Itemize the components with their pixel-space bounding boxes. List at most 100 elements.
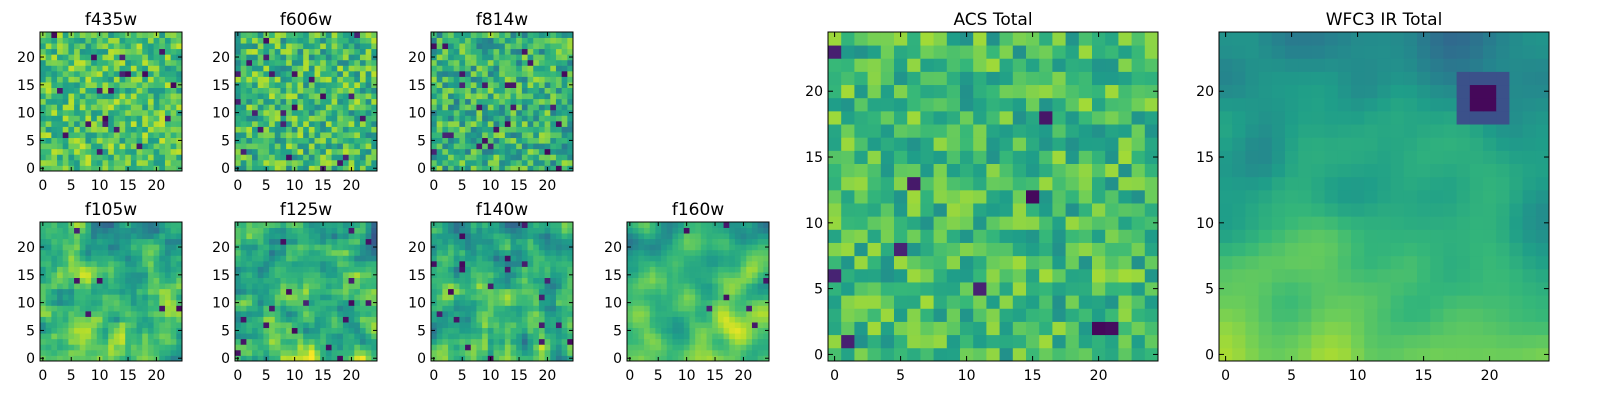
heatmap-cell [907,334,921,349]
heatmap-cell [527,115,534,122]
heatmap-cell [291,316,298,323]
heatmap-cell [561,277,568,284]
heatmap-cell [867,242,882,257]
heatmap-cell [561,48,568,55]
heatmap-cell [470,255,477,262]
heatmap-cell [263,316,270,323]
heatmap-cell [561,76,568,83]
heatmap-cell [867,295,882,309]
heatmap-cell [263,59,270,66]
heatmap-cell [147,299,154,306]
heatmap-cell [734,233,741,240]
heatmap-cell [40,233,47,240]
heatmap-cell [40,249,47,256]
heatmap-cell [62,316,69,323]
heatmap-cell [331,305,338,312]
heatmap-cell [147,255,154,262]
heatmap-cell [504,333,511,340]
heatmap-cell [465,137,472,144]
heatmap-cell [493,299,500,306]
heatmap-cell [119,222,126,228]
heatmap-cell [274,104,281,111]
heatmap-cell [147,82,154,88]
heatmap-cell [274,338,281,345]
heatmap-cell [348,70,355,77]
heatmap-cell [62,126,69,133]
heatmap-cell [516,59,523,66]
heatmap-cell [252,316,259,323]
heatmap-cell [555,316,563,323]
heatmap-cell [320,98,327,105]
heatmap-cell [102,344,109,351]
heatmap-cell [1118,347,1132,362]
heatmap-cell [567,87,574,94]
heatmap-cell [907,308,921,322]
heatmap-cell [291,98,298,105]
heatmap-cell [487,238,494,245]
heatmap-cell [91,93,98,100]
y-tick-label: 5 [417,133,426,149]
heatmap-cell [729,355,736,362]
heatmap-cell [314,148,321,155]
heatmap-cell [672,260,679,267]
heatmap-cell [159,338,166,345]
heatmap-cell [683,344,690,351]
heatmap-cell [746,227,753,234]
heatmap-cell [303,222,310,228]
heatmap-cell [359,115,367,122]
heatmap-cell [746,322,753,329]
heatmap-cell [252,355,259,362]
heatmap-cell [1092,347,1106,362]
heatmap-cell [442,355,449,362]
heatmap-cell [96,143,103,150]
heatmap-cell [1118,229,1132,243]
heatmap-cell [240,249,247,256]
heatmap-cell [269,294,276,301]
heatmap-cell [119,37,126,44]
heatmap-cell [470,120,477,127]
heatmap-cell [371,333,378,340]
heatmap-cell [499,249,506,256]
heatmap-cell [240,272,247,278]
heatmap-cell [920,295,934,309]
heatmap-cell [147,48,154,55]
heatmap-cell [153,148,160,155]
heatmap-cell [51,322,58,329]
heatmap-cell [303,32,310,38]
heatmap-cell [130,249,137,256]
heatmap-cell [246,355,253,362]
heatmap-cell [130,159,137,166]
heatmap-cell [147,288,154,295]
heatmap-cell [96,37,103,44]
heatmap-cell [337,132,344,139]
heatmap-cell [164,54,172,61]
heatmap-cell [436,154,443,161]
heatmap-cell [638,338,645,345]
heatmap-cell [476,65,483,72]
heatmap-cell [68,233,75,240]
heatmap-cell [533,349,540,356]
heatmap-cell [476,115,483,122]
heatmap-cell [436,349,443,356]
heatmap-cell [499,233,506,240]
heatmap-cell [291,338,298,345]
heatmap-cell [136,82,143,88]
heatmap-cell [235,227,242,234]
heatmap-cell [459,132,466,139]
heatmap-cell [453,327,460,334]
heatmap-cell [125,104,132,111]
heatmap-cell [136,120,143,127]
heatmap-cell [164,32,172,38]
heatmap-cell [51,310,58,317]
heatmap-cell [102,266,109,273]
heatmap-cell [342,299,349,306]
heatmap-cell [91,143,98,150]
heatmap-cell [476,54,483,61]
heatmap-cell [108,59,115,66]
heatmap-cell [147,154,154,161]
heatmap-cell [442,154,449,161]
heatmap-cell [320,255,327,262]
heatmap-cell [746,316,753,323]
heatmap-cell [567,338,574,345]
heatmap-cell [74,93,81,100]
